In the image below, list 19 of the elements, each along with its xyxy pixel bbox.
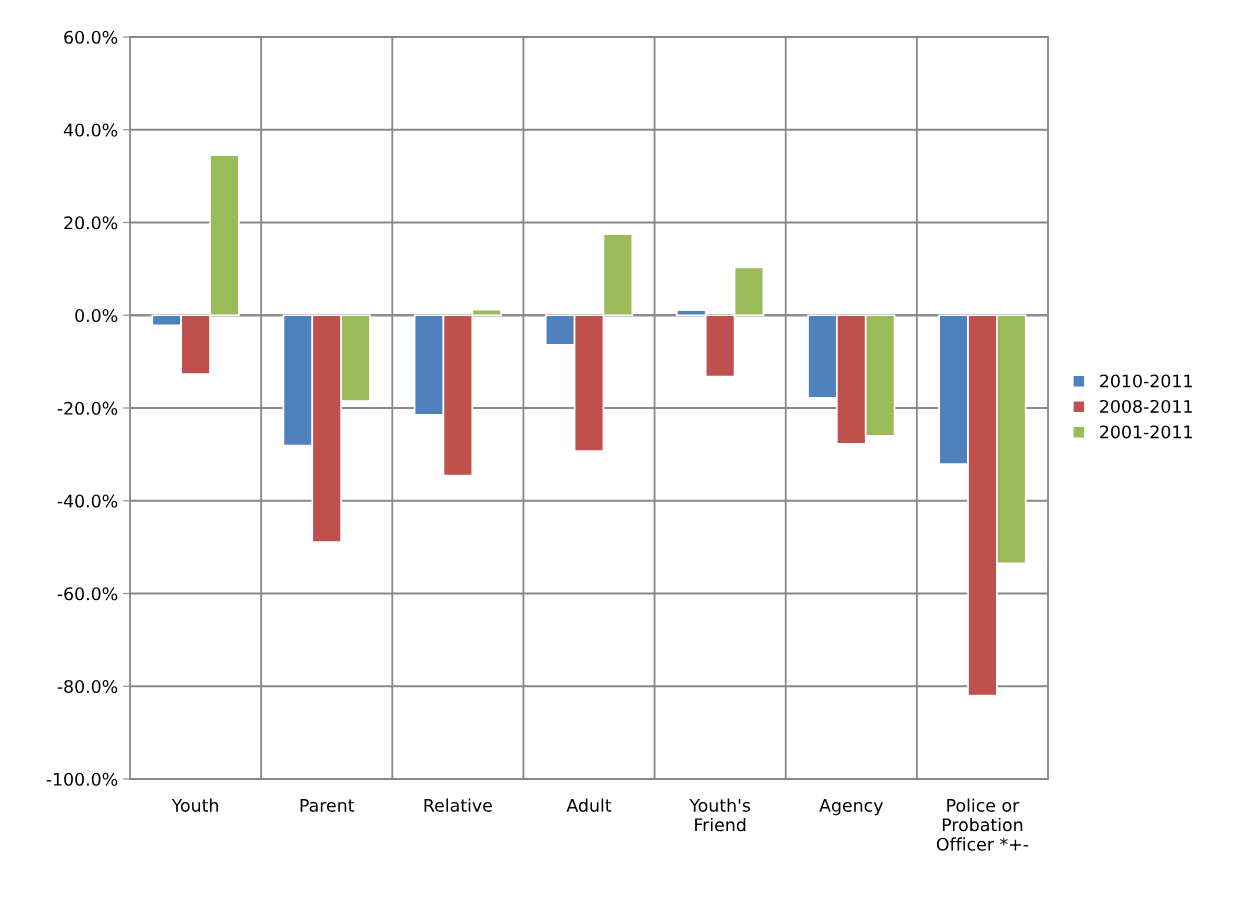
y-tick-label: -60.0% (57, 587, 118, 601)
y-tick-label: -40.0% (57, 494, 118, 508)
x-tick-label: Relative (424, 798, 492, 812)
x-tick-label: Agency (819, 798, 883, 816)
y-tick-label: 0.0% (75, 308, 118, 323)
y-tick-label: 20.0% (64, 216, 118, 230)
x-tick-label: Police or Probation Officer *+- (936, 798, 1029, 851)
x-tick-label: Youth (171, 798, 218, 812)
legend-label: 2001-2011 (1100, 425, 1192, 439)
x-tick-label: Youth's Friend (689, 798, 751, 832)
legend-label: 2010-2011 (1100, 374, 1192, 388)
y-tick-label: -80.0% (57, 679, 118, 694)
legend-label: 2008-2011 (1100, 399, 1192, 414)
x-tick-label: Parent (300, 798, 355, 812)
y-tick-label: 40.0% (63, 123, 118, 137)
y-tick-label: 60.0% (64, 30, 118, 44)
y-tick-label: -100.0% (46, 772, 118, 786)
y-tick-label: -20.0% (57, 401, 118, 415)
x-tick-label: Adult (566, 798, 612, 812)
